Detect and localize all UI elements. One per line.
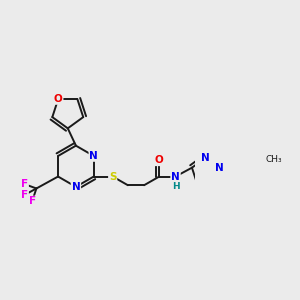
Text: S: S: [109, 172, 116, 182]
Text: N: N: [71, 182, 80, 192]
Text: F: F: [21, 179, 28, 189]
Text: F: F: [21, 190, 28, 200]
Text: N: N: [215, 163, 224, 173]
Text: N: N: [202, 153, 210, 163]
Text: H: H: [172, 182, 179, 191]
Text: O: O: [54, 94, 63, 104]
Text: N: N: [171, 172, 180, 182]
Text: F: F: [28, 196, 36, 206]
Text: CH₃: CH₃: [266, 155, 282, 164]
Text: N: N: [89, 151, 98, 161]
Text: O: O: [155, 155, 164, 165]
